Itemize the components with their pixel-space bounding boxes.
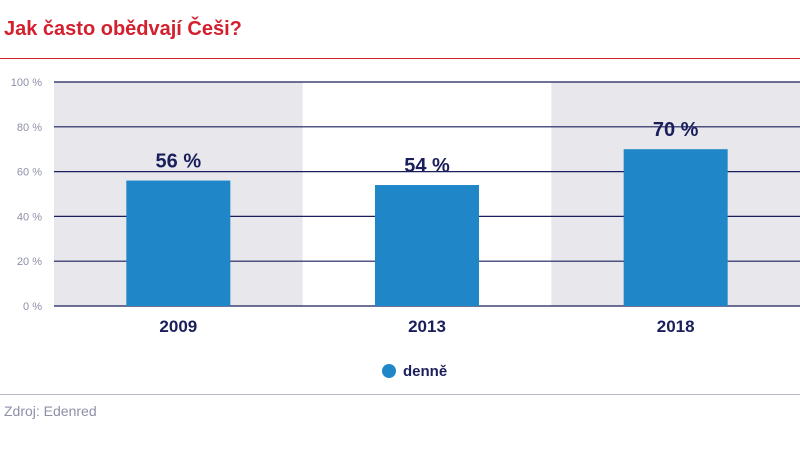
data-label: 56 % [156,151,202,173]
x-tick-label: 2009 [159,317,197,336]
bar [623,149,728,306]
data-label: 54 % [404,155,450,177]
y-tick-label: 100 % [11,77,42,89]
x-tick-label: 2013 [408,317,446,336]
legend: denně [382,363,447,380]
y-axis-ticks: 0 % 20 % 40 % 60 % 80 % 100 % [11,77,42,313]
x-tick-label: 2018 [657,317,695,336]
data-label: 70 % [653,119,699,141]
y-tick-label: 0 % [23,301,42,313]
x-axis-labels: 2009 2013 2018 [159,317,694,336]
y-tick-label: 80 % [17,122,42,134]
chart-title: Jak často obědvají Češi? [4,18,242,40]
data-labels: 56 % 54 % 70 % [156,119,699,177]
y-tick-label: 20 % [17,256,42,268]
source-note: Zdroj: Edenred [4,403,97,419]
title-divider [0,58,800,59]
legend-swatch [382,364,396,378]
legend-label: denně [403,363,447,380]
bars [126,149,728,306]
bar [126,180,231,306]
footer-divider [0,394,800,395]
y-tick-label: 60 % [17,167,42,179]
bar [375,185,479,306]
y-tick-label: 40 % [17,211,42,223]
